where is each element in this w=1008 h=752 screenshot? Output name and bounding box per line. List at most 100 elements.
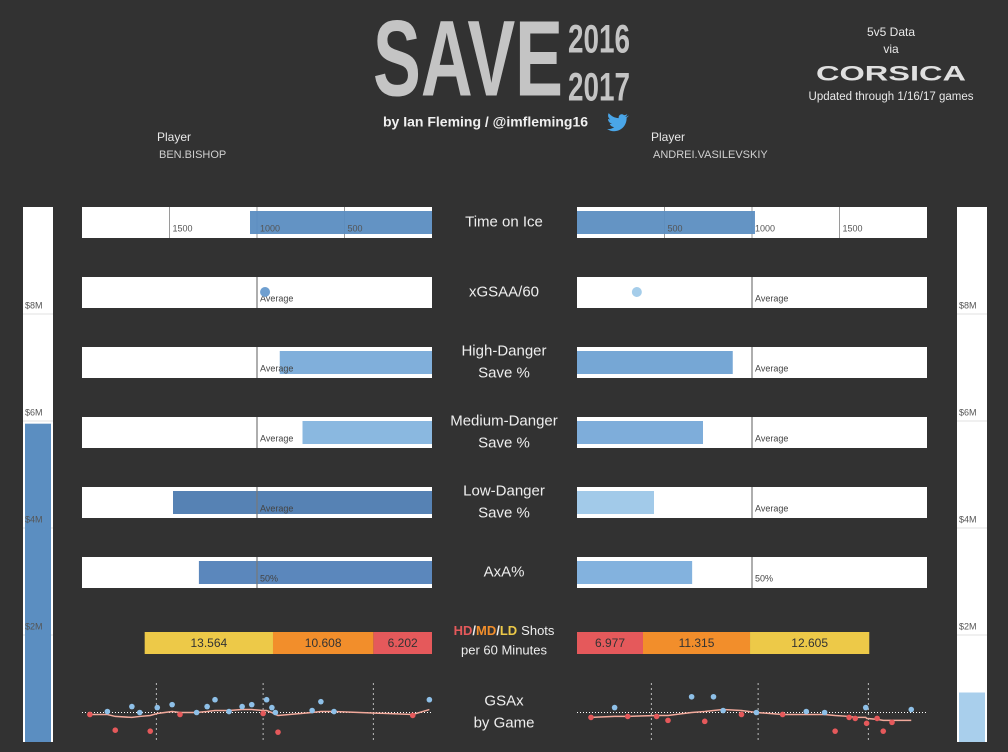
game-point xyxy=(426,696,433,703)
game-point xyxy=(588,714,594,721)
updated-note: Updated through 1/16/17 games xyxy=(809,91,974,103)
value-label: 6.202 xyxy=(388,636,418,650)
bar xyxy=(198,561,432,584)
stacked-segment xyxy=(272,632,374,654)
salary-panel xyxy=(957,207,987,742)
source-brand: CORSICA xyxy=(816,63,966,86)
reference-label: Average xyxy=(755,363,788,373)
game-point xyxy=(720,707,726,714)
game-point xyxy=(239,703,245,710)
game-point xyxy=(269,704,275,711)
legend-entry: MD xyxy=(476,623,496,638)
y-tick-label: $2M xyxy=(25,621,43,631)
y-tick-label: $6M xyxy=(959,407,977,417)
game-point xyxy=(112,727,119,733)
value-label: 6.977 xyxy=(595,636,625,650)
reference-label: 50% xyxy=(260,573,278,583)
game-point xyxy=(248,701,255,708)
bar xyxy=(577,421,703,444)
bar xyxy=(173,491,432,514)
reference-label: Average xyxy=(260,433,293,443)
tick-label: 500 xyxy=(348,223,363,233)
game-point xyxy=(204,703,210,710)
y-tick-label: $2M xyxy=(959,621,977,631)
dot xyxy=(260,287,271,297)
metric-title: Time on Ice xyxy=(465,213,543,230)
game-point xyxy=(226,708,232,715)
game-point xyxy=(309,707,315,714)
game-point xyxy=(129,703,135,710)
game-point xyxy=(688,693,695,700)
salary-bar xyxy=(959,692,985,742)
game-point xyxy=(653,713,660,720)
bar xyxy=(577,491,654,514)
title-text: Shots xyxy=(521,623,555,638)
game-point xyxy=(832,728,838,734)
y-tick-label: $4M xyxy=(25,514,43,524)
legend-entry: LD xyxy=(500,623,517,638)
game-point xyxy=(272,709,279,716)
y-tick-label: $8M xyxy=(25,300,43,310)
game-point xyxy=(87,711,93,718)
bar xyxy=(250,211,432,234)
value-label: 11.315 xyxy=(679,636,715,650)
metric-title: per 60 Minutes xyxy=(461,642,547,657)
metric-title: Low-Danger xyxy=(463,482,545,499)
game-point xyxy=(177,711,183,718)
bar xyxy=(577,351,733,374)
tick-label: 1000 xyxy=(260,223,280,233)
reference-label: Average xyxy=(260,293,293,303)
game-point xyxy=(803,708,810,715)
metric-title: Save % xyxy=(478,504,530,521)
game-point xyxy=(701,718,708,725)
metric-title: AxA% xyxy=(484,563,525,580)
game-point xyxy=(821,709,828,716)
tick-label: 1000 xyxy=(755,223,775,233)
season-bottom: 2017 xyxy=(568,66,630,110)
twitter-icon xyxy=(607,113,630,132)
metric-title: HD/MD/LD Shots xyxy=(454,623,555,638)
game-point xyxy=(880,728,887,734)
game-point xyxy=(318,698,324,705)
stacked-segment xyxy=(577,632,643,654)
value-label: 10.608 xyxy=(305,636,342,650)
metric-title: Save % xyxy=(478,434,530,451)
game-point xyxy=(753,709,760,716)
game-point xyxy=(169,701,175,708)
game-point xyxy=(331,708,337,715)
metric-title: High-Danger xyxy=(461,342,546,359)
game-point xyxy=(710,693,717,700)
player-name: BEN.BISHOP xyxy=(159,149,226,161)
game-point xyxy=(136,709,143,716)
season-top: 2016 xyxy=(568,18,630,62)
metric-title: Save % xyxy=(478,364,530,381)
game-point xyxy=(212,696,218,703)
stacked-segment xyxy=(750,632,870,654)
reference-label: Average xyxy=(755,293,788,303)
game-point xyxy=(779,711,786,718)
metric-title: by Game xyxy=(474,714,535,731)
bar xyxy=(577,211,755,234)
bar xyxy=(577,561,693,584)
game-point xyxy=(611,704,618,711)
y-tick-label: $8M xyxy=(959,300,977,310)
metric-title: xGSAA/60 xyxy=(469,283,539,300)
tick-label: 1500 xyxy=(173,223,193,233)
tick-label: 1500 xyxy=(843,223,863,233)
player-label: Player xyxy=(157,130,191,144)
source-line: 5v5 Data xyxy=(867,25,915,39)
reference-label: Average xyxy=(260,363,293,373)
metric-title: Medium-Danger xyxy=(450,412,558,429)
title: SAVE xyxy=(373,0,563,119)
y-tick-label: $4M xyxy=(959,514,977,524)
value-label: 13.564 xyxy=(190,636,227,650)
game-point xyxy=(263,696,270,703)
bar xyxy=(279,351,432,374)
stacked-segment xyxy=(642,632,751,654)
reference-label: Average xyxy=(260,503,293,513)
stacked-segment xyxy=(144,632,273,654)
salary-bar xyxy=(25,423,51,742)
game-point xyxy=(193,709,200,716)
game-point xyxy=(852,715,859,722)
